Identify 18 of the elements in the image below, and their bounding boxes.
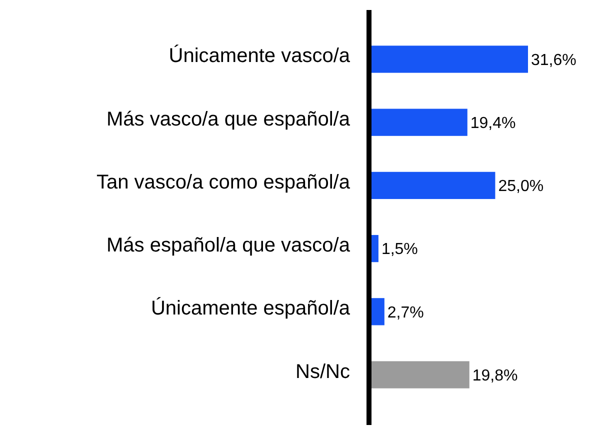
bar [371,172,496,200]
y-tick-label: Más español/a que vasco/a [106,234,351,257]
y-tick-label: Únicamente español/a [150,296,351,320]
data-label: 1,5% [381,241,418,258]
y-tick-label: Únicamente vasco/a [168,44,351,68]
bar [371,298,384,326]
data-label: 25,0% [498,178,544,196]
data-label: 19,8% [472,367,518,384]
y-tick-label: Más vasco/a que español/a [106,108,351,130]
data-label: 19,4% [470,114,516,132]
bar [371,234,378,262]
bar [371,46,528,73]
y-tick-label: Tan vasco/a como español/a [96,171,351,194]
y-tick-label: Ns/Nc [296,360,350,383]
data-label: 2,7% [387,304,424,322]
bar [371,361,470,388]
data-label: 31,6% [531,52,576,69]
bar [371,108,468,136]
